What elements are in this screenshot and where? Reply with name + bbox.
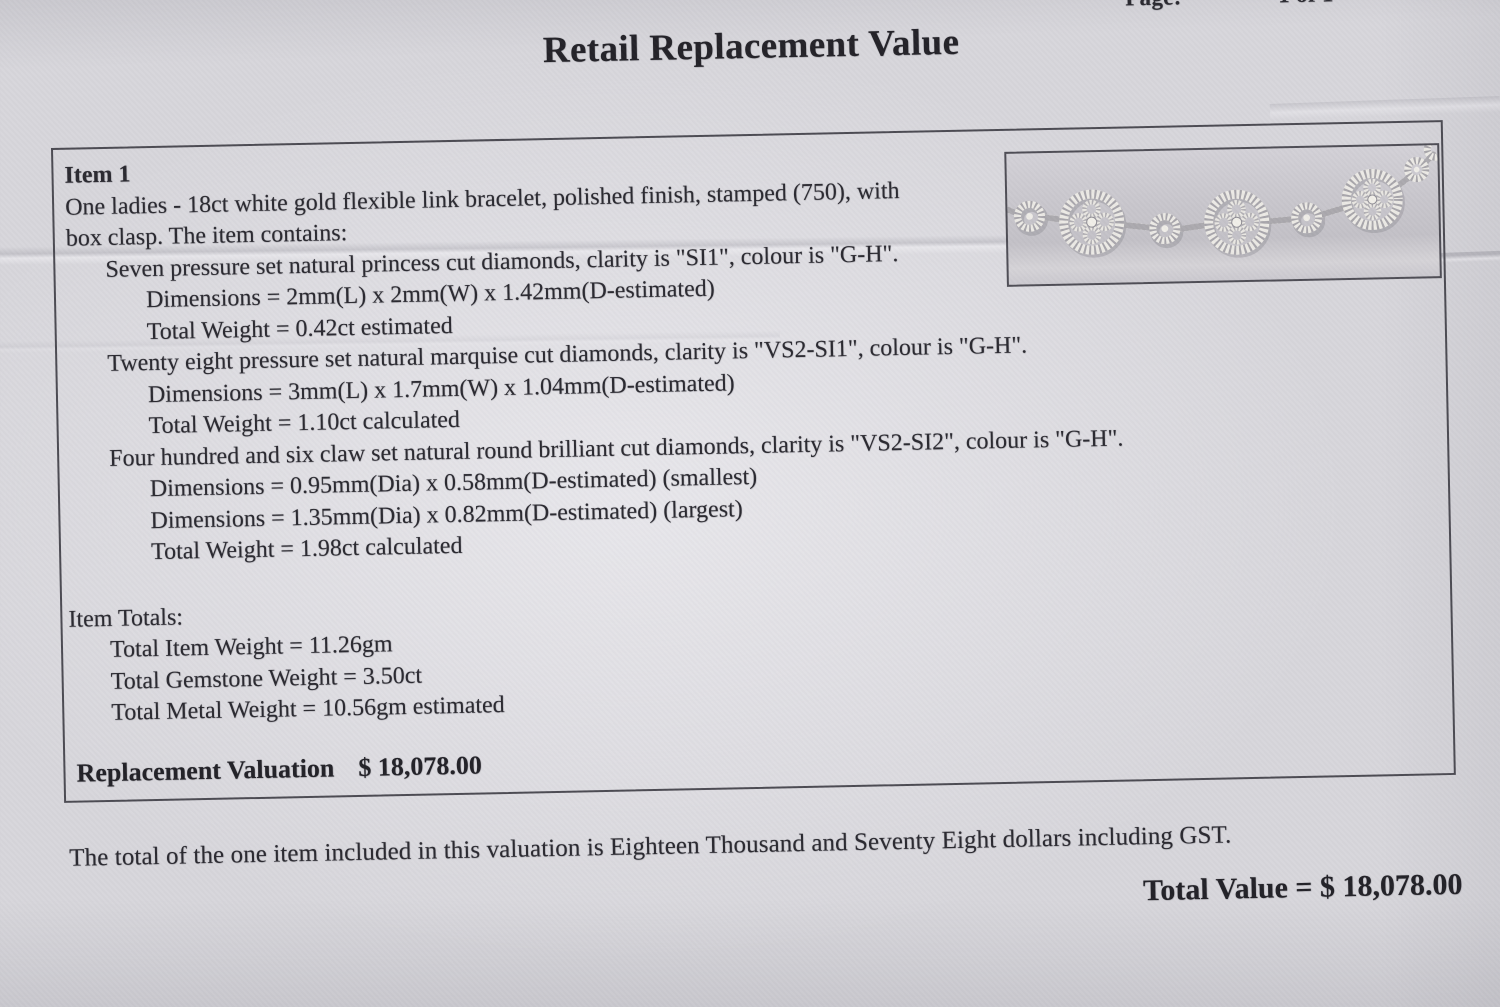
replacement-valuation-label: Replacement Valuation — [76, 752, 335, 788]
page-header: Page: 1 of 1 — [0, 0, 1500, 11]
bracelet-illustration — [1006, 145, 1440, 258]
document-title: Retail Replacement Value — [542, 21, 960, 72]
total-value-line: Total Value = $ 18,078.00 — [1142, 867, 1463, 908]
item-details-box: Item 1 One ladies - 18ct white gold flex… — [50, 120, 1456, 803]
stone-group: Four hundred and six claw set natural ro… — [65, 417, 1449, 571]
valuation-summary-sentence: The total of the one item included in th… — [68, 821, 1232, 872]
replacement-valuation-amount: $ 18,078.00 — [358, 749, 483, 782]
page-number-value: 1 of 1 — [1278, 0, 1334, 8]
replacement-valuation-line: Replacement Valuation $ 18,078.00 — [76, 729, 1453, 788]
page-number-label: Page: — [1125, 0, 1182, 11]
bracelet-photo — [1004, 143, 1442, 287]
